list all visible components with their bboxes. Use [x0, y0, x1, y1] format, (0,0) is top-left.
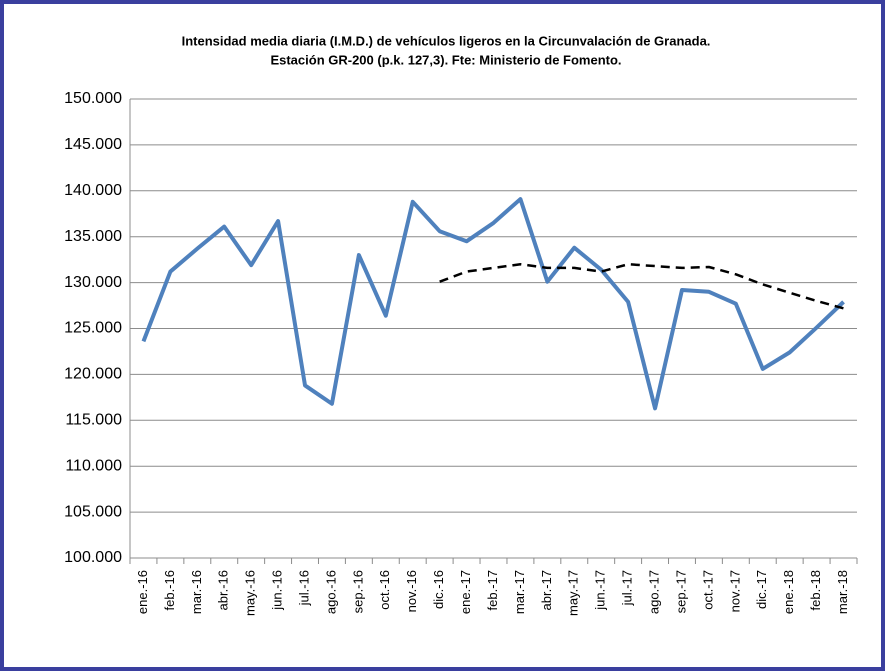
y-tick-label: 100.000	[64, 549, 122, 566]
y-tick-label: 120.000	[64, 366, 122, 383]
y-tick-label: 130.000	[64, 274, 122, 291]
x-tick-label: jun.-16	[270, 570, 285, 611]
y-tick-label: 145.000	[64, 136, 122, 153]
x-tick-label: feb.-17	[485, 570, 500, 610]
x-tick-label: abr.-17	[539, 570, 554, 610]
x-tick-label: abr.-16	[216, 570, 231, 610]
x-tick-label: feb.-16	[162, 570, 177, 610]
x-tick-label: nov.-16	[404, 570, 419, 612]
x-tick-label: jul.-17	[620, 570, 635, 606]
x-tick-label: ene.-18	[781, 570, 796, 614]
series-line	[439, 262, 844, 310]
x-tick-label: ene.-17	[458, 570, 473, 614]
x-tick-label: feb.-18	[808, 570, 823, 610]
x-tick-label: jun.-17	[593, 570, 608, 611]
y-tick-label: 140.000	[64, 182, 122, 199]
x-tick-label: oct.-17	[700, 570, 715, 610]
x-tick-label: ago.-16	[323, 570, 338, 614]
x-tick-label: sep.-16	[350, 570, 365, 613]
series-line	[141, 197, 845, 411]
y-tick-label: 105.000	[64, 503, 122, 520]
x-tick-label: mar.-16	[189, 570, 204, 614]
x-tick-label: nov.-17	[727, 570, 742, 612]
x-tick-label: mar.-18	[835, 570, 850, 614]
y-tick-label: 115.000	[65, 412, 122, 429]
x-tick-label: jul.-16	[296, 570, 311, 606]
x-tick-label: may.-16	[243, 570, 258, 616]
y-tick-label: 135.000	[64, 228, 122, 245]
x-tick-label: may.-17	[566, 570, 581, 616]
x-tick-label: ene.-16	[135, 570, 150, 614]
y-tick-label: 110.000	[65, 457, 122, 474]
x-tick-label: sep.-17	[673, 570, 688, 613]
x-tick-label: dic.-17	[754, 570, 769, 609]
x-tick-label: mar.-17	[512, 570, 527, 614]
y-tick-label: 150.000	[64, 90, 122, 107]
x-tick-label: ago.-17	[646, 570, 661, 614]
x-tick-label: dic.-16	[431, 570, 446, 609]
x-tick-label: oct.-16	[377, 570, 392, 610]
chart-title: Intensidad media diaria (I.M.D.) de vehí…	[182, 33, 711, 48]
y-tick-label: 125.000	[64, 320, 122, 337]
chart-subtitle: Estación GR-200 (p.k. 127,3). Fte: Minis…	[270, 52, 621, 67]
